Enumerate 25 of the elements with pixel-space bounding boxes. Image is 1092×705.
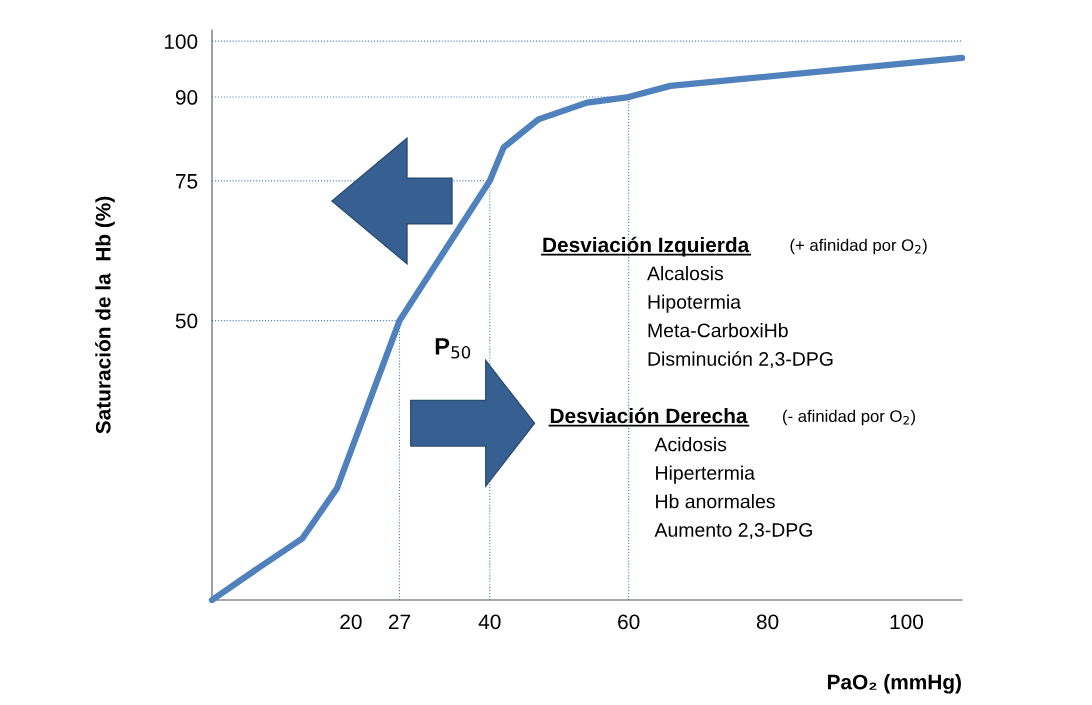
annotation: Acidosis xyxy=(654,437,727,452)
annotation: Alcalosis xyxy=(647,266,724,281)
y-tick-label: 90 xyxy=(175,90,198,105)
x-tick-label: 100 xyxy=(890,614,924,630)
x-tick-label: 60 xyxy=(618,614,640,630)
y-axis-title: Saturación de la Hb (%) xyxy=(95,196,115,434)
annotation: Hipotermia xyxy=(648,294,742,313)
x-tick-label: 40 xyxy=(478,614,501,630)
annotation: Aumento 2,3-DPG xyxy=(654,523,812,540)
annotation: Hb anormales xyxy=(656,494,775,509)
annotation: (+ afinidad por O$_{2}$) xyxy=(790,238,927,255)
y-tick-label: 50 xyxy=(175,313,198,329)
y-tick-label: 100 xyxy=(164,34,198,49)
annotation: Desviación Derecha xyxy=(550,407,748,424)
annotation: Meta-CarboxiHb xyxy=(648,323,788,338)
x-tick-label: 80 xyxy=(756,614,779,630)
annotation: Hipertermia xyxy=(656,465,755,484)
annotation: Desviación Izquierda xyxy=(543,236,750,257)
annotation: (- afinidad por O$_{2}$) xyxy=(783,409,915,426)
x-tick-label: 27 xyxy=(388,614,411,629)
x-tick-label: 20 xyxy=(340,614,362,630)
x-axis-title: PaO₂ (mmHg) xyxy=(827,674,961,694)
y-tick-label: 75 xyxy=(176,174,198,189)
annotation: Disminución 2,3-DPG xyxy=(648,351,833,369)
annotation: P$_{50}$ xyxy=(435,338,471,359)
